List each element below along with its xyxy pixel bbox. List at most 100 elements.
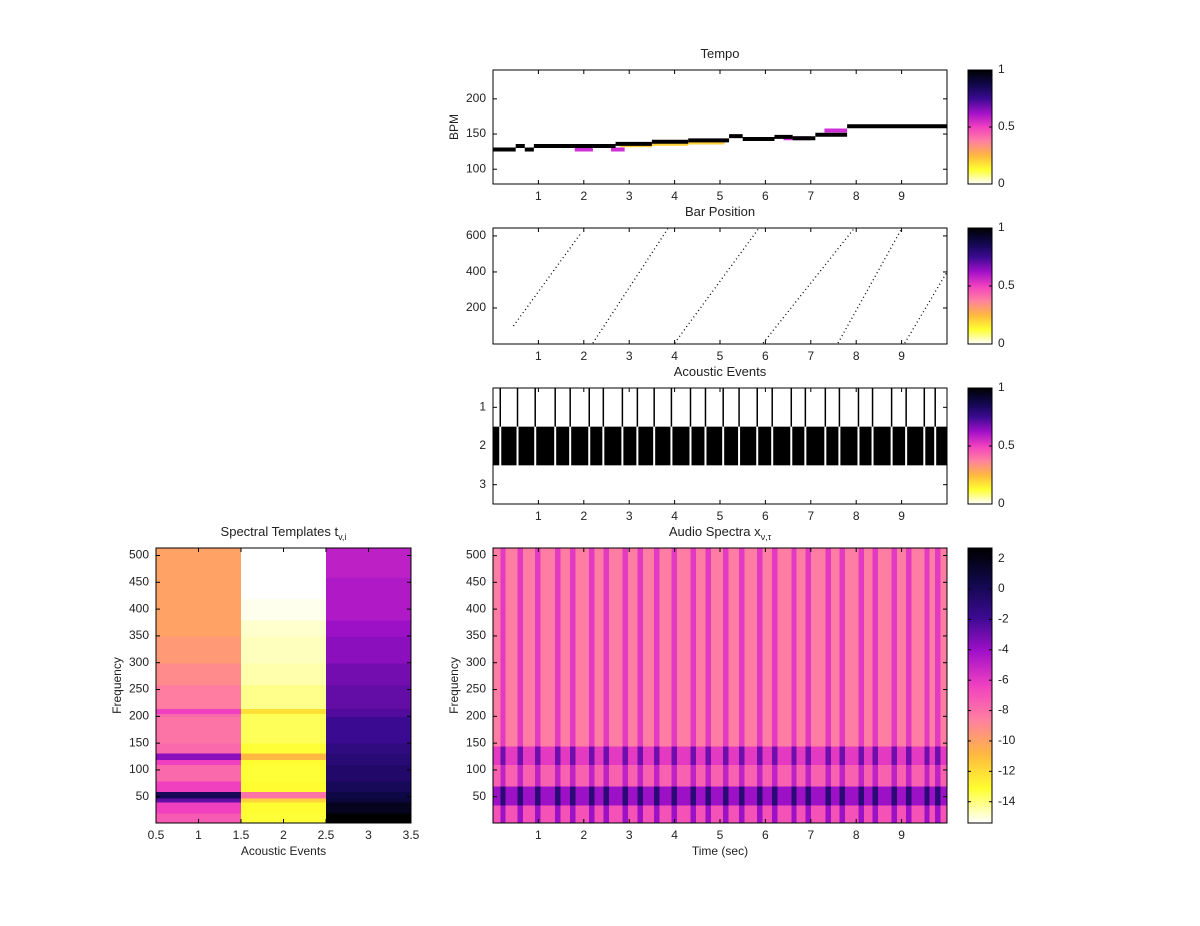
heat-cell [830,684,841,747]
event-block [826,426,839,466]
heat-cell [728,786,740,806]
heat-cell [627,804,638,823]
heat-cell [326,780,411,792]
heat-cell [906,548,913,685]
heat-cell [757,764,764,787]
heat-cell [555,684,562,747]
heat-cell [929,548,936,685]
x-tick-label: 8 [853,828,860,842]
heat-cell [935,548,942,685]
chart-title: Acoustic Events [674,364,767,379]
heat-cell [642,764,655,787]
heat-cell [654,764,661,787]
heat-cell [156,716,242,744]
y-axis-label: BPM [447,114,461,140]
heat-cell [156,802,242,814]
heat-cell [839,804,846,823]
heat-cell [705,804,712,823]
colorbar-tick-label: 2 [998,551,1005,565]
heat-cell [241,764,327,782]
colorbar-tick-label: 1 [998,62,1005,76]
heat-cell [872,684,879,747]
heat-cell [929,745,936,766]
x-tick-label: 8 [853,509,860,523]
heat-cell [522,764,536,787]
heat-cell [830,786,841,806]
heat-cell [935,786,942,806]
y-tick-label: 150 [466,735,486,749]
heat-cell [897,786,907,806]
heat-cell [676,786,692,806]
heat-cell [540,786,556,806]
heat-cell [326,684,411,709]
heat-cell [891,804,898,823]
heat-cell [762,684,773,747]
plot-layer [512,228,947,344]
heat-cell [326,548,411,578]
heat-cell [622,684,629,747]
heat-cell [654,684,661,747]
heat-cell [762,786,773,806]
x-tick-label: 8 [853,189,860,203]
chart-title: Tempo [700,46,739,61]
heat-cell [723,786,730,806]
heat-cell [863,745,874,766]
y-tick-label: 200 [466,300,486,314]
heat-cell [326,797,411,803]
heat-cell [906,764,913,787]
heat-cell [940,804,947,823]
heat-cell [897,764,907,787]
heat-cell [906,804,913,823]
heat-cell [830,764,841,787]
title-text: Tempo [700,46,739,61]
heat-cell [517,745,524,766]
heat-cell [676,804,692,823]
heat-cell [777,745,792,766]
colorbar [967,547,993,824]
heat-cell [906,786,913,806]
heat-cell [805,764,812,787]
heat-cell [858,684,865,747]
x-tick-label: 1.5 [233,828,250,842]
heat-cell [241,635,327,664]
heat-cell [671,786,678,806]
heat-cell [642,684,655,747]
heat-cell [241,752,327,760]
x-tick-label: 5 [717,349,724,363]
heat-cell [796,684,806,747]
heat-cell [695,804,707,823]
heat-cell [326,759,411,766]
heat-cell [739,764,746,787]
heat-cell [594,745,604,766]
heat-cell [877,548,893,685]
heat-cell [911,745,925,766]
heat-cell [589,548,596,685]
heat-cell [839,548,846,685]
heat-cell [805,548,812,685]
heat-cell [863,548,874,685]
heat-cell [791,745,798,766]
y-tick-label: 3 [479,477,486,491]
heat-cell [924,764,931,787]
colorbar-tick-label: 0 [998,176,1005,190]
event-block [740,426,757,466]
heat-cell [560,764,571,787]
colorbar-tick-label: -14 [998,794,1016,808]
heat-cell [940,745,947,766]
heat-cell [522,745,536,766]
plot-layer [493,124,947,152]
event-block [536,426,555,466]
y-tick-label: 150 [466,126,486,140]
heat-cell [500,684,507,747]
heat-cell [830,548,841,685]
colorbar-tick-label: 0 [998,336,1005,350]
heat-cell [935,804,942,823]
heat-cell [762,745,773,766]
y-axis-label: Frequency [110,657,124,714]
heat-cell [627,764,638,787]
event-block [571,426,589,466]
chart-title: Bar Position [685,204,755,219]
heat-cell [575,786,590,806]
heat-cell [500,804,507,823]
x-tick-label: 4 [671,349,678,363]
